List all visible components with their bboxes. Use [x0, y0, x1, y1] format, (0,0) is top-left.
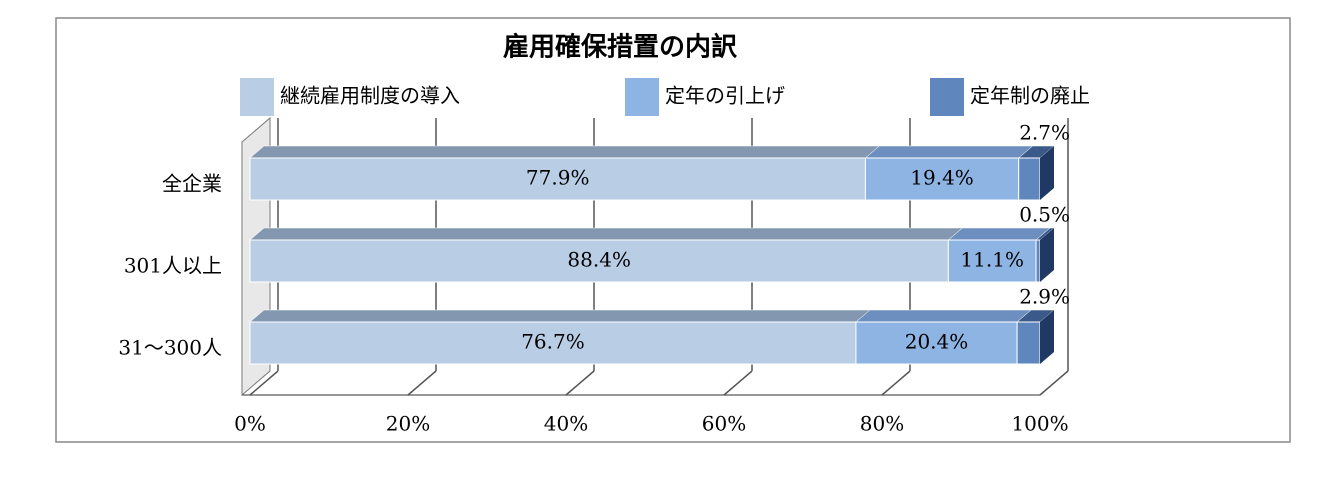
floor-line: [407, 370, 437, 396]
legend-swatch: [930, 78, 964, 116]
data-label: 11.1%: [960, 248, 1024, 272]
x-tick-label: 20%: [386, 412, 430, 436]
data-label: 19.4%: [910, 166, 974, 190]
bar-top: [855, 309, 1032, 323]
bar: [947, 239, 1037, 283]
bar: [1016, 321, 1041, 365]
bar: [864, 157, 1020, 201]
bar-top: [947, 227, 1051, 241]
bar-top: [249, 227, 964, 241]
floor-line: [1039, 370, 1069, 396]
floor-line: [881, 370, 911, 396]
x-tick-label: 60%: [702, 412, 746, 436]
data-label: 77.9%: [526, 166, 590, 190]
floor-line: [565, 370, 595, 396]
bar-side: [1040, 146, 1054, 200]
data-label: 2.9%: [1019, 285, 1070, 309]
y-tick-label: 全企業: [162, 172, 222, 196]
bar-top: [249, 309, 871, 323]
y-tick-label: 31～300人: [118, 336, 222, 360]
bar: [855, 321, 1018, 365]
floor-line: [249, 370, 279, 396]
data-label: 88.4%: [567, 248, 631, 272]
data-label: 0.5%: [1019, 203, 1070, 227]
x-tick-label: 40%: [544, 412, 588, 436]
y-tick-label: 301人以上: [124, 254, 222, 278]
chart-title: 雇用確保措置の内訳: [503, 32, 738, 63]
legend-label: 継続雇用制度の導入: [280, 84, 460, 108]
bar: [1018, 157, 1041, 201]
floor-line: [723, 370, 753, 396]
bar: [249, 157, 866, 201]
legend-swatch: [625, 78, 659, 116]
bar-side: [1040, 228, 1054, 282]
bar: [1035, 239, 1041, 283]
data-label: 2.7%: [1019, 121, 1070, 145]
bar-top: [249, 145, 881, 159]
x-tick-label: 80%: [860, 412, 904, 436]
data-label: 20.4%: [905, 330, 969, 354]
bar-side: [1040, 310, 1054, 364]
bar: [249, 321, 857, 365]
legend-label: 定年制の廃止: [970, 84, 1090, 108]
bar-top: [864, 145, 1034, 159]
x-tick-label: 0%: [234, 412, 266, 436]
legend-swatch: [240, 78, 274, 116]
data-label: 76.7%: [521, 330, 585, 354]
bar: [249, 239, 949, 283]
x-tick-label: 100%: [1011, 412, 1068, 436]
legend-label: 定年の引上げ: [665, 84, 785, 108]
